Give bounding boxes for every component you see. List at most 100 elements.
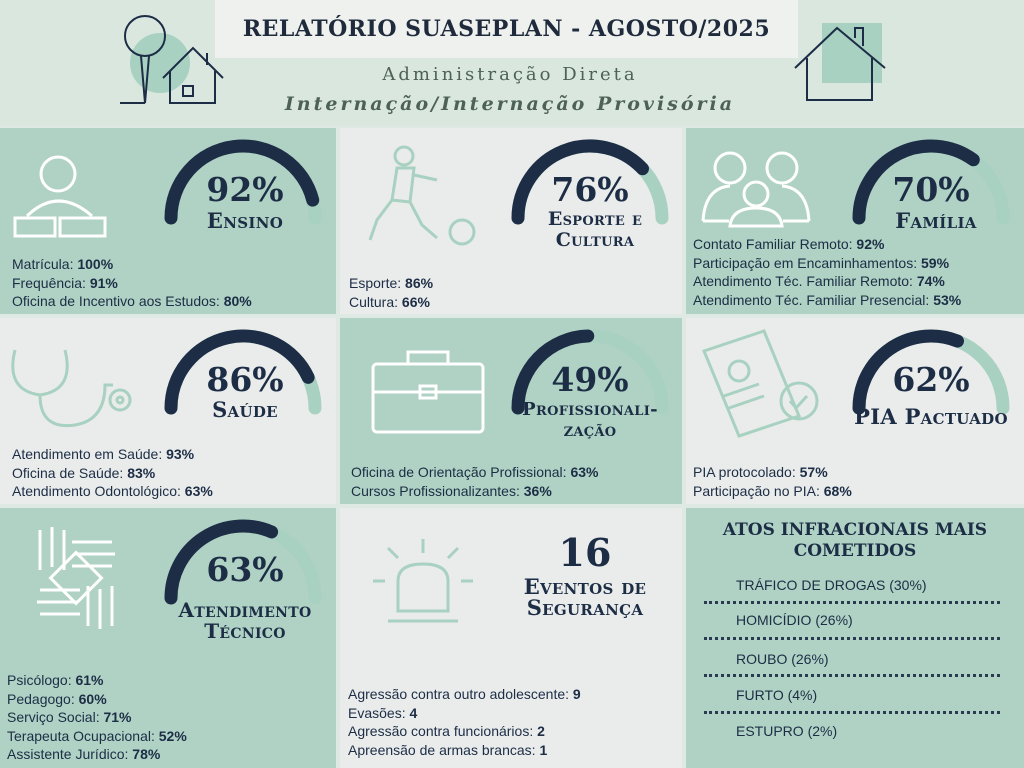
familia-item: Participação em Encaminhamentos: 59%	[693, 254, 961, 273]
item-value: 83%	[127, 464, 156, 481]
esporte-item: Esporte: 86%	[349, 274, 433, 293]
soccer-player-icon	[368, 145, 476, 246]
item-value: 2	[537, 723, 545, 740]
atend-item: Assistente Jurídico: 78%	[7, 745, 187, 764]
esporte-list: Esporte: 86% Cultura: 66%	[349, 274, 433, 311]
ensino-percent: 92%	[206, 170, 284, 209]
familia-percent: 70%	[892, 170, 970, 209]
item-value: 92%	[856, 236, 885, 252]
item-name: Terapeuta Ocupacional:	[7, 727, 159, 744]
item-name: Atendimento Téc. Familiar Remoto:	[693, 273, 917, 290]
ensino-item: Matrícula: 100%	[12, 255, 252, 274]
saude-item: Atendimento Odontológico: 63%	[12, 482, 213, 501]
report-title: RELATÓRIO SUASEPLAN - AGOSTO/2025	[242, 16, 771, 42]
stethoscope-icon	[11, 349, 132, 428]
familia-item: Atendimento Téc. Familiar Remoto: 74%	[693, 272, 961, 291]
family-icon	[701, 151, 811, 228]
pia-label: PIA Pactuado	[854, 404, 1008, 429]
item-name: Cursos Profissionalizantes:	[351, 482, 524, 499]
item-value: 36%	[523, 482, 552, 499]
ato-item: TRÁFICO DE DROGAS (30%)	[736, 577, 927, 593]
tile-familia: 70% Família Contato Familiar Remoto: 92%…	[686, 128, 1024, 314]
atend-item: Psicólogo: 61%	[7, 671, 187, 690]
item-name: Oficina de Incentivo aos Estudos:	[12, 293, 224, 310]
item-name: Assistente Jurídico:	[7, 746, 133, 763]
esporte-percent: 76%	[551, 170, 629, 209]
document-check-icon	[702, 329, 819, 438]
atend-percent: 63%	[206, 550, 284, 589]
header: RELATÓRIO SUASEPLAN - AGOSTO/2025 Admini…	[0, 0, 1024, 126]
esporte-item: Cultura: 66%	[349, 293, 433, 312]
ato-item: FURTO (4%)	[736, 687, 818, 703]
familia-item: Contato Familiar Remoto: 92%	[693, 235, 961, 254]
atos-title: ATOS INFRACIONAIS MAIS COMETIDOS	[722, 520, 988, 561]
gauge-fill	[164, 139, 320, 225]
prof-item: Oficina de Orientação Profissional: 63%	[351, 463, 598, 482]
saude-list: Atendimento em Saúde: 93% Oficina de Saúd…	[12, 445, 213, 501]
pia-item: Participação no PIA: 68%	[693, 482, 852, 501]
tile-atos: ATOS INFRACIONAIS MAIS COMETIDOS TRÁFICO…	[686, 508, 1024, 768]
item-value: 61%	[75, 672, 104, 688]
item-name: Atendimento Odontológico:	[12, 483, 185, 500]
esporte-label: Esporte e Cultura	[547, 208, 643, 251]
item-name: Pedagogo:	[7, 690, 79, 707]
divider	[704, 674, 1000, 677]
tile-saude: 86% Saúde Atendimento em Saúde: 93% Ofici…	[0, 318, 336, 504]
item-value: 74%	[916, 273, 945, 290]
tile-seguranca: 16 Eventos de Segurança Agressão contra …	[340, 508, 682, 768]
item-value: 100%	[77, 256, 114, 272]
item-value: 71%	[103, 709, 132, 726]
item-value: 86%	[405, 275, 434, 291]
item-value: 78%	[132, 746, 161, 763]
saude-gauge	[164, 329, 322, 415]
ato-item: ROUBO (26%)	[736, 651, 829, 667]
item-value: 63%	[570, 464, 599, 480]
item-name: Atendimento Téc. Familiar Presencial:	[693, 291, 934, 308]
hands-cooperation-icon	[37, 527, 115, 629]
item-name: Agressão contra funcionários:	[348, 723, 538, 740]
ensino-item: Frequência: 91%	[12, 274, 252, 293]
item-name: Oficina de Orientação Profissional:	[351, 464, 571, 480]
item-name: Frequência:	[12, 274, 90, 291]
atend-item: Serviço Social: 71%	[7, 708, 187, 727]
seguranca-item: Agressão contra outro adolescente: 9	[348, 685, 581, 704]
item-name: Participação em Encaminhamentos:	[693, 254, 921, 271]
item-name: Apreensão de armas brancas:	[348, 741, 540, 758]
tile-atendimento: 63% Atendimento Técnico Psicólogo: 61% Pe…	[0, 508, 336, 768]
seguranca-count: 16	[558, 530, 612, 575]
ensino-label: Ensino	[206, 208, 284, 233]
item-value: 63%	[184, 483, 213, 500]
tile-ensino: 92% Ensino Matrícula: 100% Frequência: 91…	[0, 128, 336, 314]
item-name: Evasões:	[348, 704, 410, 721]
item-name: Agressão contra outro adolescente:	[348, 686, 573, 702]
saude-label: Saúde	[212, 397, 278, 422]
item-value: 9	[572, 686, 581, 702]
divider	[704, 637, 1000, 640]
prof-percent: 49%	[551, 360, 629, 399]
prof-list: Oficina de Orientação Profissional: 63% C…	[351, 463, 598, 500]
gauge-fill	[511, 139, 649, 225]
divider	[704, 601, 1000, 604]
saude-item: Oficina de Saúde: 83%	[12, 464, 213, 483]
item-value: 66%	[401, 293, 430, 310]
briefcase-icon	[371, 350, 485, 434]
gauge-fill	[511, 329, 595, 415]
item-value: 4	[409, 704, 418, 721]
tree-house-icon	[120, 15, 224, 104]
esporte-gauge	[511, 139, 669, 225]
tile-prof: 49% Profissionali-zação Oficina de Orien…	[340, 318, 682, 504]
saude-item: Atendimento em Saúde: 93%	[12, 445, 213, 464]
pia-percent: 62%	[892, 360, 970, 399]
prof-label: Profissionali-zação	[522, 399, 658, 441]
ensino-item: Oficina de Incentivo aos Estudos: 80%	[12, 292, 252, 311]
prof-gauge	[511, 329, 669, 415]
item-value: 52%	[158, 727, 187, 744]
ato-item: ESTUPRO (2%)	[736, 723, 838, 739]
item-name: Contato Familiar Remoto:	[693, 236, 857, 252]
seguranca-item: Evasões: 4	[348, 704, 581, 723]
pia-gauge	[852, 329, 1010, 415]
item-value: 68%	[823, 482, 852, 499]
atend-gauge	[164, 519, 322, 605]
atend-item: Pedagogo: 60%	[7, 690, 187, 709]
gauge-fill	[164, 329, 315, 415]
